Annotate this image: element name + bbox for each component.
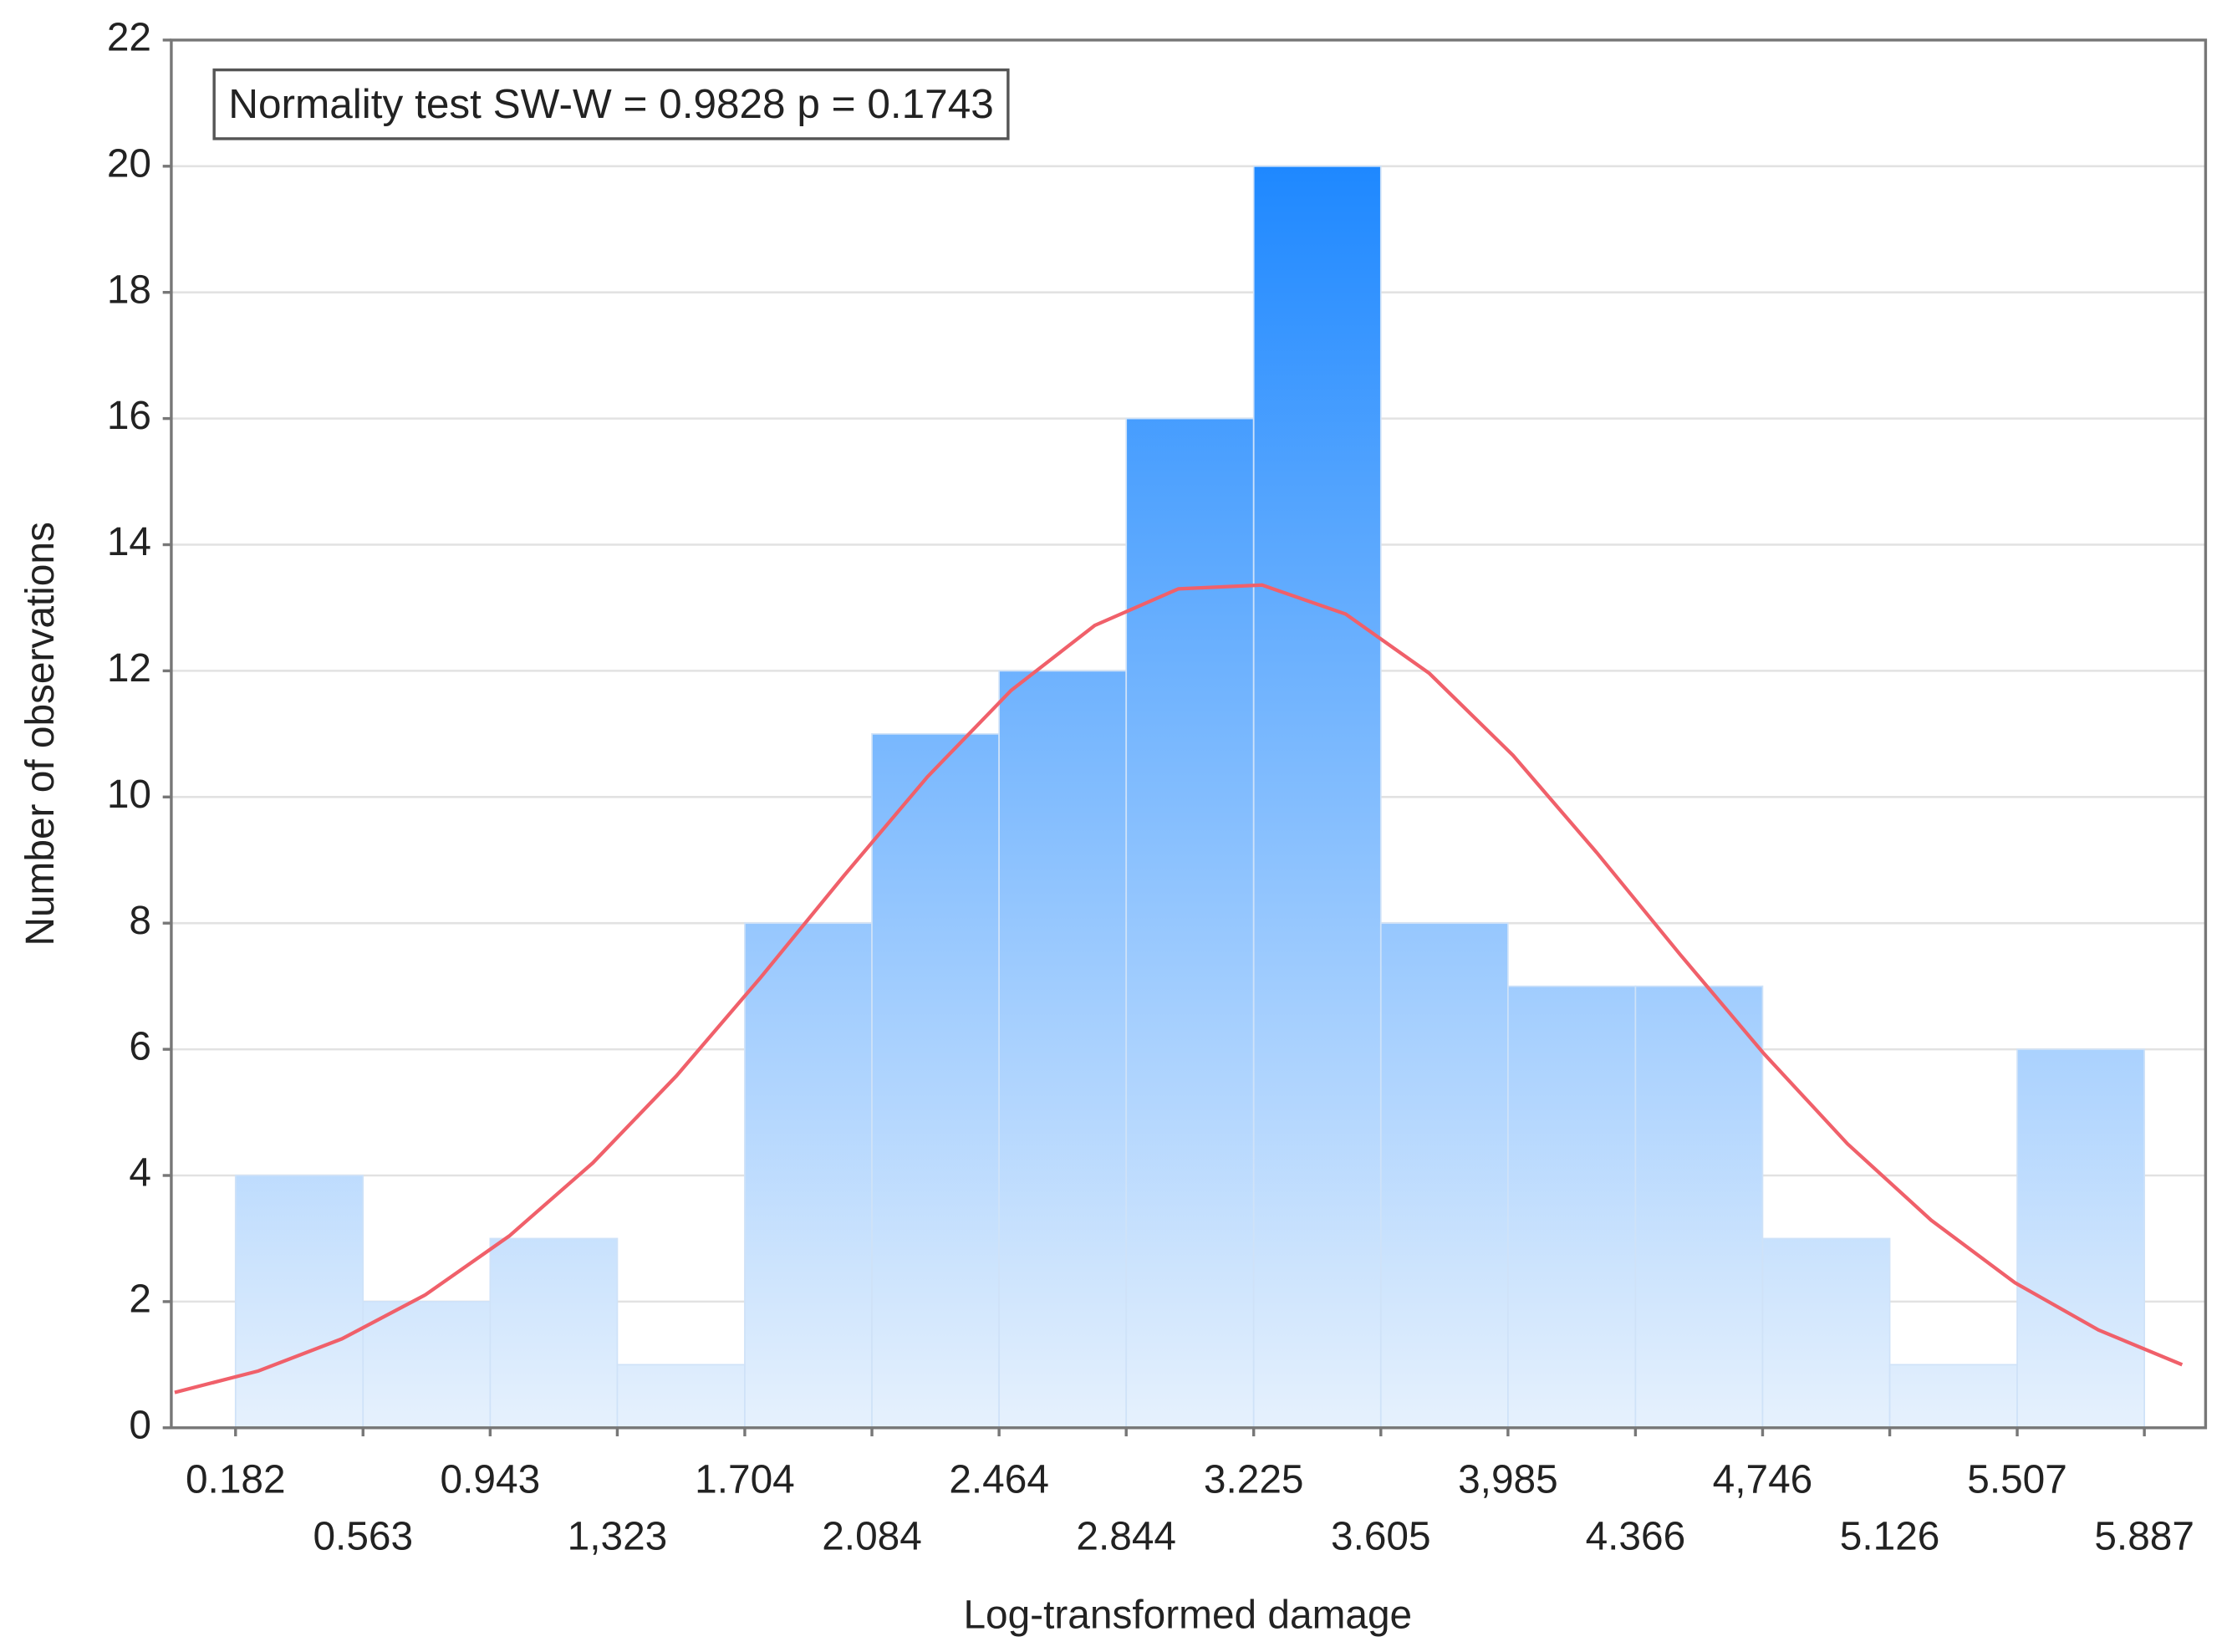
bars [234,165,2145,1429]
x-tick-label: 2.464 [949,1457,1049,1502]
x-tick-label: 0.563 [313,1515,413,1559]
bar [998,670,1128,1429]
y-tick-label: 6 [129,1025,151,1069]
x-tick-label: 5.507 [1967,1457,2067,1502]
bar [744,922,873,1429]
x-tick-label: 0.943 [441,1457,541,1502]
annotation-group: Normality test SW-W = 0.9828 p = 0.1743 [212,68,1010,140]
y-tick-label: 14 [107,520,151,564]
x-tick-label: 2.084 [822,1515,922,1559]
curve-layer [174,583,2184,1395]
bar [1252,165,1382,1429]
y-tick-label: 8 [129,899,151,943]
y-tick-label: 4 [129,1151,151,1196]
bar [1888,1364,2018,1429]
plot-frame [170,38,2208,1430]
x-tick-label: 0.182 [186,1457,286,1502]
x-tick-label: 3,985 [1458,1457,1558,1502]
x-tick-label: 5.887 [2094,1515,2194,1559]
x-tick-label: 4,746 [1713,1457,1813,1502]
x-tick-label: 3.225 [1204,1457,1304,1502]
y-tick-label: 2 [129,1277,151,1322]
y-tick-label: 0 [129,1403,151,1447]
bar [1634,985,1764,1429]
y-tick-label: 22 [107,16,151,60]
normal-curve [174,583,2184,1395]
x-axis-label: Log-transformed damage [963,1593,1412,1638]
y-tick-label: 18 [107,268,151,312]
y-axis-label: Number of observations [18,522,63,946]
bar [234,1175,364,1429]
x-tick-label: 4.366 [1586,1515,1686,1559]
bar [362,1301,492,1429]
x-tick-label: 5.126 [1840,1515,1940,1559]
bar [2016,1048,2145,1429]
bar [1125,417,1255,1429]
y-tick-label: 16 [107,394,151,438]
x-tick-label: 2.844 [1076,1515,1176,1559]
x-tick-label: 1.704 [695,1457,795,1502]
ticks: 0 2 4 6 8 10 12 14 16 18 20 22 0.182 0.563 0.943 1,323 1… [107,16,2194,1559]
bar [616,1364,746,1429]
bar [1379,922,1509,1429]
bar [489,1237,619,1429]
bar [871,732,1000,1429]
x-tick-label: 3.605 [1331,1515,1431,1559]
x-tick-label: 1,323 [568,1515,668,1559]
annotation-box [212,68,1010,140]
y-tick-label: 12 [107,646,151,691]
bar [1507,985,1637,1429]
y-tick-label: 20 [107,141,151,186]
annotation: Normality test SW-W = 0.9828 p = 0.1743 [228,81,994,127]
bar [1761,1237,1891,1429]
y-tick-label: 10 [107,772,151,817]
